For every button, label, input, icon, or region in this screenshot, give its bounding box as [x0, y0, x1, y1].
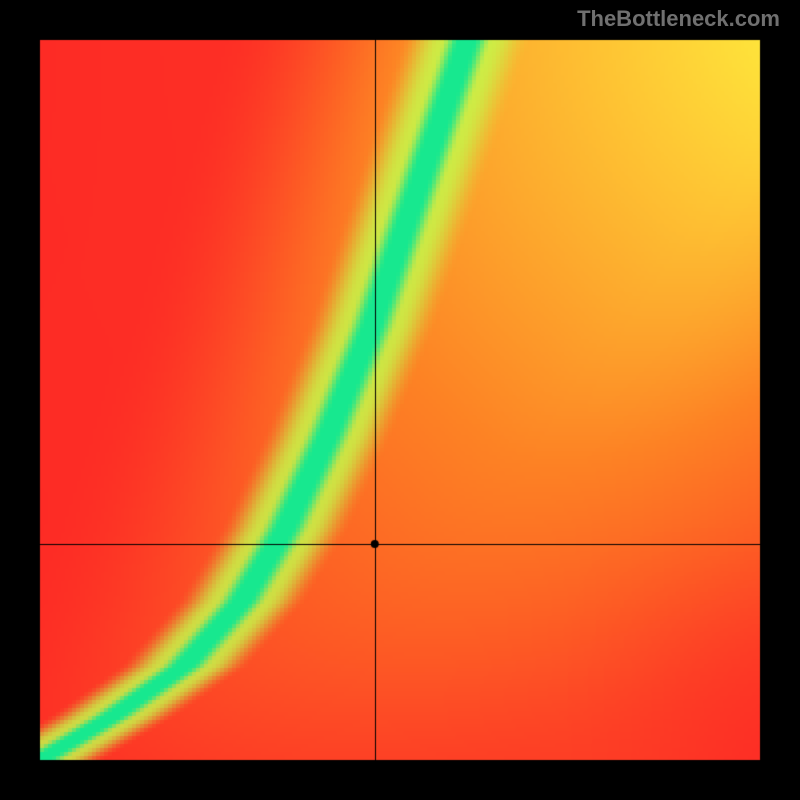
bottleneck-heatmap [0, 0, 800, 800]
chart-container: TheBottleneck.com [0, 0, 800, 800]
